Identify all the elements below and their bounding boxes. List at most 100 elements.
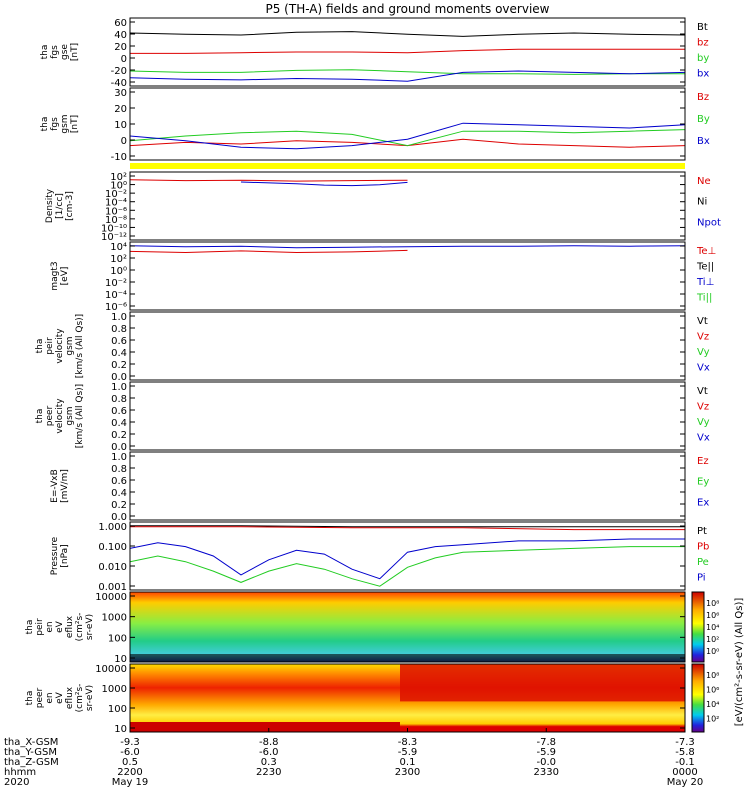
- legend-Vz: Vz: [697, 402, 709, 413]
- y-axis-label: sr-eV): [85, 685, 95, 711]
- y-axis-label: peir: [45, 337, 55, 355]
- series-line-Ti: [129, 245, 686, 249]
- y-tick-label: 10⁴: [110, 242, 127, 253]
- low-energy-flux-band: [130, 722, 400, 732]
- panel-frame: [129, 381, 686, 451]
- y-tick-label: 0.2: [111, 360, 127, 371]
- series-line-bz: [130, 48, 685, 54]
- axis-row-value: -5.9: [536, 747, 556, 758]
- panel-peer-velocity: 1.00.80.60.40.20.0 tha peer velocity gsm [km/…: [35, 381, 710, 453]
- y-tick-label: 0.2: [111, 430, 127, 441]
- panel-fgs-gsm: 30 20 10 0 -10 tha fgs gsm [nT] Bz By Bx: [40, 87, 710, 163]
- y-tick-label: -40: [111, 78, 127, 89]
- plot-title: P5 (TH-A) fields and ground moments over…: [266, 2, 550, 16]
- legend-Ez: Ez: [697, 456, 709, 467]
- series-line-bx: [129, 70, 686, 82]
- y-tick-label: 10⁰: [110, 266, 127, 277]
- panel-frame: [129, 311, 686, 381]
- y-tick-label: 1.0: [111, 312, 127, 323]
- axis-row-value: -6.0: [120, 747, 140, 758]
- legend-Ey: Ey: [697, 477, 709, 488]
- low-energy-noise-band: [130, 654, 685, 662]
- panel-peir-velocity: 1.00.80.60.40.20.0 tha peir velocity gsm [km/…: [35, 311, 710, 383]
- axis-row-value: May 19: [112, 777, 149, 788]
- y-tick-label: 10²: [110, 172, 127, 183]
- y-axis-label: tha: [40, 45, 50, 60]
- high-flux-region: [400, 664, 685, 702]
- axis-row-label: tha_X-GSM: [4, 737, 58, 748]
- panel-efield: 1.00.80.60.40.20.0 E=-VxB [mV/m] Ez Ey Ex: [50, 451, 709, 523]
- legend-Bz: Bz: [697, 92, 709, 103]
- y-tick-label: 1000: [102, 684, 127, 695]
- axis-row-value: -0.0: [536, 757, 556, 768]
- colorbar-axis-label: [eV/(cm²-s-sr-eV) (All Qs)]: [734, 598, 745, 727]
- y-tick-label: 60: [114, 18, 127, 29]
- y-axis-label: eflux: [65, 686, 75, 709]
- series-line-Te: [129, 249, 408, 254]
- y-axis-label: velocity: [55, 328, 65, 364]
- axis-row-value: -5.8: [675, 747, 695, 758]
- y-axis-label: gsm: [65, 406, 75, 425]
- axis-row-label: tha_Z-GSM: [4, 757, 59, 768]
- y-tick-label: 0: [121, 54, 127, 65]
- y-tick-label: 0.6: [111, 336, 127, 347]
- y-tick-label: 20: [114, 104, 127, 115]
- y-axis-label: tha: [35, 409, 45, 424]
- y-tick-label: 10⁰: [110, 181, 127, 192]
- y-tick-label: 100: [108, 633, 127, 644]
- legend-Bt: Bt: [697, 22, 708, 33]
- axis-row-value: -8.8: [259, 737, 279, 748]
- axis-row-label: tha_Y-GSM: [4, 747, 57, 758]
- y-axis-label: [eV]: [60, 267, 70, 286]
- y-axis-label: (cm²s-: [75, 613, 85, 642]
- panel-peir-eflux: 10⁸ 10⁶ 10⁴ 10² 10⁰ [eV/(cm²-s-sr-eV) (All Qs…: [25, 591, 745, 727]
- y-axis-label: eV: [55, 620, 65, 633]
- series-line-Pb: [130, 526, 685, 531]
- y-axis-label: E=-VxB: [50, 469, 60, 503]
- y-tick-label: 10⁻²: [105, 278, 127, 289]
- y-tick-label: 0.0: [111, 512, 127, 523]
- y-tick-label: 10⁻¹⁰: [101, 223, 127, 234]
- y-axis-label: eflux: [65, 615, 75, 638]
- panel-frame: [129, 171, 686, 241]
- y-axis-label: peer: [45, 405, 55, 426]
- y-tick-label: 100: [108, 704, 127, 715]
- y-axis-label: [km/s (All Qs)]: [75, 384, 85, 448]
- legend-Pi: Pi: [697, 573, 706, 584]
- legend-Pt: Pt: [697, 526, 707, 537]
- axis-row-value: 2230: [256, 767, 281, 778]
- legend-Vz: Vz: [697, 332, 709, 343]
- series-line-Bt: [129, 31, 686, 37]
- y-tick-label: 10: [114, 724, 127, 735]
- panel-frame: [129, 451, 686, 521]
- axis-row-value: -5.9: [398, 747, 418, 758]
- y-tick-label: 40: [114, 30, 127, 41]
- y-axis-label: [nPa]: [60, 544, 70, 567]
- legend-Npot: Npot: [697, 217, 721, 228]
- axis-row-value: 0.5: [122, 757, 138, 768]
- panel-pressure: 1.000 0.100 0.010 0.001 Pressure [nPa] Pt Pb Pe P…: [50, 521, 709, 593]
- y-axis-label: fgs: [50, 117, 60, 131]
- y-axis-label: en: [45, 621, 55, 632]
- series-line-Ne: [129, 179, 408, 182]
- legend-Ti⊥: Ti⊥: [696, 277, 714, 288]
- panel-frame: [129, 87, 686, 161]
- axis-row-value: 2330: [534, 767, 559, 778]
- y-axis-label: [nT]: [70, 43, 80, 61]
- legend-bx: bx: [697, 69, 709, 80]
- y-tick-label: 0.100: [98, 542, 127, 553]
- y-tick-label: 0.010: [98, 562, 127, 573]
- y-axis-label: peer: [35, 687, 45, 708]
- y-axis-label: (cm²s-: [75, 684, 85, 713]
- y-axis-label: [1/cc]: [55, 193, 65, 219]
- y-tick-label: 30: [114, 88, 127, 99]
- series-line-by: [129, 69, 685, 75]
- legend-Ni: Ni: [697, 197, 707, 208]
- legend-Vy: Vy: [697, 347, 710, 358]
- y-axis-label: [mV/m]: [60, 469, 70, 503]
- y-axis-label: [nT]: [70, 115, 80, 133]
- panel-frame: [129, 591, 686, 663]
- axis-row-value: 0000: [672, 767, 697, 778]
